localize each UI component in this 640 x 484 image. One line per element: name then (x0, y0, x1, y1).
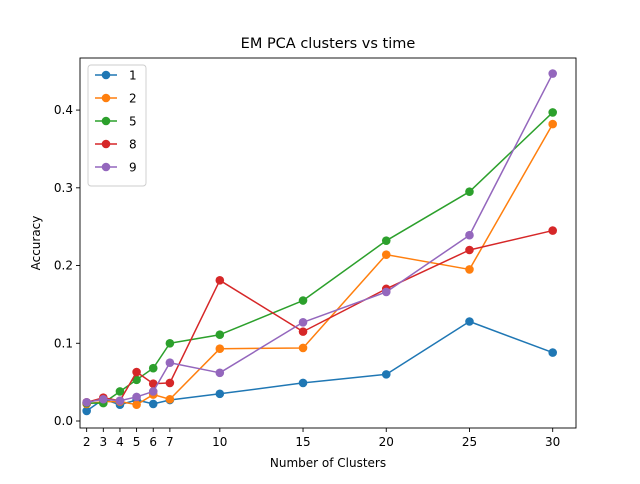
data-point-series-5 (115, 387, 125, 396)
x-axis-ticks: 2 3 4 5 6 7 10 15 20 25 30 (83, 428, 560, 449)
data-point-series-9 (465, 230, 474, 240)
series-line-5 (86, 111, 554, 404)
axes-frame (79, 57, 577, 429)
data-point-series-9 (165, 358, 175, 368)
legend-marker-1 (101, 70, 111, 80)
data-point-series-1 (148, 399, 158, 409)
data-point-series-2 (215, 344, 225, 354)
data-point-series-1 (82, 406, 91, 416)
data-point-series-9 (99, 394, 108, 404)
data-point-series-2 (548, 119, 557, 129)
x-tick-label: 20 (379, 435, 394, 449)
x-tick-label: 15 (295, 435, 310, 449)
data-point-series-5 (132, 375, 141, 385)
x-tick-label: 4 (116, 435, 124, 449)
data-point-series-5 (215, 330, 225, 340)
chart-title: EM PCA clusters vs time (241, 36, 416, 52)
x-tick-label: 3 (99, 435, 107, 449)
x-tick-label: 5 (133, 435, 141, 449)
legend-marker-8 (101, 139, 111, 149)
data-point-series-1 (215, 389, 225, 399)
data-point-series-2 (298, 343, 308, 353)
data-point-series-9 (381, 287, 391, 297)
plot-area (82, 69, 557, 416)
legend-marker-9 (101, 162, 111, 172)
data-point-series-9 (132, 392, 141, 402)
data-point-series-5 (381, 236, 391, 245)
y-tick-label: 0.2 (54, 259, 73, 273)
data-point-series-5 (148, 363, 158, 373)
legend-marker-5 (101, 116, 111, 126)
data-point-series-5 (298, 296, 308, 305)
data-point-series-1 (298, 378, 308, 388)
data-point-series-2 (165, 394, 175, 404)
data-point-series-9 (148, 387, 158, 396)
legend-label-9: 9 (129, 161, 137, 175)
data-point-series-1 (548, 348, 557, 357)
data-point-series-9 (82, 398, 91, 407)
data-point-series-1 (465, 317, 474, 326)
data-point-series-5 (548, 108, 557, 117)
y-tick-label: 0.3 (54, 181, 73, 195)
data-point-series-5 (165, 338, 175, 348)
data-point-series-9 (115, 396, 125, 406)
data-point-series-2 (132, 400, 141, 409)
data-point-series-5 (465, 187, 474, 196)
x-axis-label: Number of Clusters (270, 456, 386, 470)
data-point-series-9 (298, 317, 308, 327)
x-tick-label: 30 (545, 435, 560, 449)
series-line-9 (86, 73, 554, 404)
data-point-series-1 (381, 370, 391, 379)
data-point-series-8 (165, 378, 175, 388)
data-point-series-8 (215, 276, 225, 285)
legend-label-8: 8 (129, 138, 137, 152)
x-tick-label: 2 (83, 435, 91, 449)
legend: 1 2 5 8 9 (87, 64, 147, 187)
y-tick-label: 0.4 (54, 103, 73, 117)
y-tick-label: 0.0 (54, 414, 73, 428)
legend-marker-2 (101, 93, 111, 103)
data-point-series-9 (215, 368, 225, 378)
x-tick-label: 10 (212, 435, 227, 449)
legend-label-2: 2 (129, 92, 137, 106)
data-point-series-8 (148, 379, 158, 388)
x-tick-label: 6 (149, 435, 157, 449)
data-point-series-9 (548, 69, 557, 78)
legend-label-1: 1 (129, 69, 137, 83)
data-point-series-8 (132, 367, 141, 377)
data-point-series-2 (465, 265, 474, 274)
x-tick-label: 7 (166, 435, 174, 449)
data-point-series-8 (465, 245, 474, 255)
data-point-series-8 (548, 226, 557, 235)
legend-label-5: 5 (129, 115, 137, 129)
legend-box (87, 64, 147, 187)
y-tick-label: 0.1 (54, 336, 73, 350)
x-tick-label: 25 (462, 435, 477, 449)
y-axis-label: Accuracy (29, 216, 43, 271)
data-point-series-8 (298, 327, 308, 336)
data-point-series-2 (381, 250, 391, 259)
y-axis-ticks: 0.0 0.1 0.2 0.3 0.4 (54, 103, 80, 428)
